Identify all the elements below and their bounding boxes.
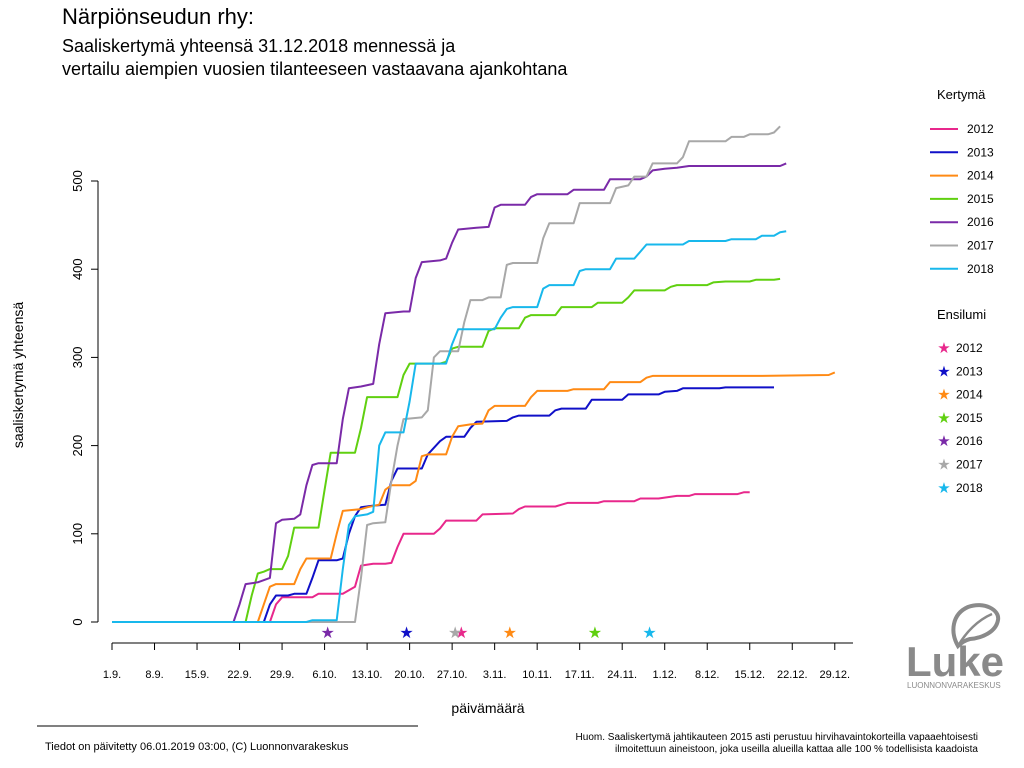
logo-tagline: LUONNONVARAKESKUS bbox=[907, 681, 1001, 690]
series-line-2017 bbox=[112, 125, 781, 623]
legend-snow-label-2017: 2017 bbox=[956, 458, 983, 472]
chart-subtitle-line-2: vertailu aiempien vuosien tilanteeseen v… bbox=[62, 59, 568, 79]
chart-subtitle-line-1: Saaliskertymä yhteensä 31.12.2018 mennes… bbox=[62, 36, 456, 56]
x-tick-label: 8.12. bbox=[695, 669, 719, 681]
y-tick-label: 400 bbox=[70, 258, 85, 280]
first-snow-marker-2014: ★ bbox=[503, 625, 517, 642]
legend-snow: ★ 2012 ★ 2013 ★ 2014 ★ 2015 ★ 2016 ★ 2017 ★ 2018 bbox=[937, 340, 983, 497]
y-tick-label: 100 bbox=[70, 523, 85, 545]
logo-wordmark: Luke bbox=[906, 638, 1004, 685]
x-tick-label: 1.12. bbox=[652, 669, 676, 681]
legend-lines: 2012 2013 2014 2015 2016 2017 2018 bbox=[930, 122, 994, 276]
footer-updated: Tiedot on päivitetty 06.01.2019 03:00, (… bbox=[45, 741, 349, 753]
legend-snow-star-2017: ★ bbox=[937, 457, 950, 474]
x-tick-label: 6.10. bbox=[312, 669, 336, 681]
legend-snow-label-2012: 2012 bbox=[956, 341, 983, 355]
series-line-2018 bbox=[112, 230, 787, 623]
x-tick-label: 3.11. bbox=[483, 669, 507, 681]
legend-line-label-2018: 2018 bbox=[967, 262, 994, 276]
y-axis-label: saaliskertymä yhteensä bbox=[10, 302, 26, 449]
legend-snow-label-2015: 2015 bbox=[956, 411, 983, 425]
first-snow-marker-2013: ★ bbox=[399, 625, 413, 642]
x-tick-label: 27.10. bbox=[437, 669, 468, 681]
series-layer bbox=[112, 125, 836, 623]
footer-note-line-1: Huom. Saaliskertymä jahtikauteen 2015 as… bbox=[576, 732, 978, 743]
legend-snow-star-2015: ★ bbox=[937, 410, 950, 427]
legend-snow-star-2012: ★ bbox=[937, 340, 950, 357]
legend-line-label-2012: 2012 bbox=[967, 122, 994, 136]
legend-line-label-2016: 2016 bbox=[967, 215, 994, 229]
x-tick-label: 15.12. bbox=[734, 669, 765, 681]
footer-note-line-2: ilmoitettuun aineistoon, joka useilla al… bbox=[615, 744, 978, 755]
x-tick-label: 29.9. bbox=[270, 669, 294, 681]
legend-snow-label-2013: 2013 bbox=[956, 364, 983, 378]
y-tick-label: 200 bbox=[70, 435, 85, 457]
y-tick-label: 0 bbox=[70, 618, 85, 625]
y-tick-label: 500 bbox=[70, 170, 85, 192]
legend-snow-star-2014: ★ bbox=[937, 387, 950, 404]
leaf-vein-icon bbox=[956, 612, 993, 647]
x-tick-label: 13.10. bbox=[352, 669, 383, 681]
x-tick-label: 17.11. bbox=[565, 669, 595, 681]
legend-line-label-2015: 2015 bbox=[967, 192, 994, 206]
x-tick-label: 10.11. bbox=[522, 669, 552, 681]
x-tick-label: 15.9. bbox=[185, 669, 209, 681]
x-tick-label: 22.9. bbox=[227, 669, 251, 681]
leaf-icon bbox=[951, 603, 1001, 650]
x-tick-label: 29.12. bbox=[819, 669, 850, 681]
legend-snow-label-2016: 2016 bbox=[956, 434, 983, 448]
first-snow-marker-2015: ★ bbox=[588, 625, 602, 642]
series-line-2016 bbox=[112, 162, 787, 623]
legend-lines-title: Kertymä bbox=[937, 87, 986, 102]
first-snow-marker-2017: ★ bbox=[448, 625, 462, 642]
legend: Kertymä 2012 2013 2014 2015 2016 2017 2018 Ens… bbox=[930, 87, 994, 497]
legend-snow-label-2018: 2018 bbox=[956, 481, 983, 495]
legend-snow-star-2013: ★ bbox=[937, 363, 950, 380]
series-line-2012 bbox=[112, 491, 750, 623]
legend-line-label-2017: 2017 bbox=[967, 239, 994, 253]
x-tick-label: 1.9. bbox=[103, 669, 121, 681]
series-line-2013 bbox=[112, 386, 774, 623]
x-tick-label: 22.12. bbox=[777, 669, 808, 681]
legend-line-label-2014: 2014 bbox=[967, 169, 994, 183]
x-tick-label: 20.10. bbox=[394, 669, 425, 681]
y-axis: 0 100 200 300 400 500 bbox=[70, 170, 99, 626]
series-line-2015 bbox=[112, 277, 781, 623]
legend-snow-title: Ensilumi bbox=[937, 307, 986, 322]
x-tick-label: 8.9. bbox=[145, 669, 163, 681]
first-snow-marker-2012: ★ bbox=[454, 625, 468, 642]
first-snow-markers: ★★ ★ ★★ ★ ★ bbox=[320, 625, 656, 642]
x-tick-label: 24.11. bbox=[607, 669, 637, 681]
legend-snow-label-2014: 2014 bbox=[956, 388, 983, 402]
legend-snow-star-2016: ★ bbox=[937, 433, 950, 450]
luke-logo: Luke LUONNONVARAKESKUS bbox=[906, 603, 1004, 690]
series-line-2014 bbox=[112, 371, 836, 623]
first-snow-marker-2018: ★ bbox=[642, 625, 656, 642]
legend-snow-star-2018: ★ bbox=[937, 480, 950, 497]
x-axis: 1.9. 8.9. 15.9. 22.9. 29.9. 6.10. 13.10. 20.10.… bbox=[103, 642, 853, 681]
x-axis-label: päivämäärä bbox=[451, 700, 524, 716]
first-snow-marker-2016: ★ bbox=[320, 625, 334, 642]
chart-title: Närpiönseudun rhy: bbox=[62, 4, 254, 29]
y-tick-label: 300 bbox=[70, 347, 85, 369]
legend-line-label-2013: 2013 bbox=[967, 145, 994, 159]
